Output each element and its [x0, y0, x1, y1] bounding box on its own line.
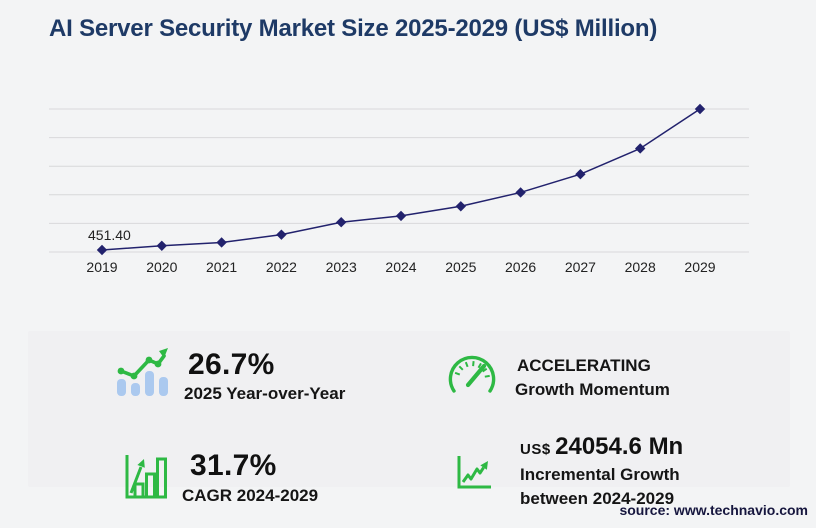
cagr-value: 31.7% [190, 449, 277, 482]
x-axis-label: 2020 [146, 259, 177, 275]
page-title: AI Server Security Market Size 2025-2029… [49, 15, 658, 42]
growth-bars-icon [125, 455, 167, 499]
x-axis-label: 2026 [505, 259, 536, 275]
chart-marker-diamond [455, 201, 466, 212]
yoy-value: 26.7% [188, 348, 275, 381]
axes-zigzag-icon [457, 456, 491, 489]
chart-marker-diamond [694, 103, 706, 115]
gauge-icon [448, 355, 496, 393]
incremental-value: 24054.6 Mn [555, 433, 684, 460]
x-axis-label: 2023 [326, 259, 357, 275]
incremental-currency-prefix: US$ [520, 441, 551, 458]
incremental-label-line1: Incremental Growth [520, 465, 680, 484]
momentum-line2: Growth Momentum [515, 380, 670, 399]
chart-marker-diamond [515, 187, 526, 198]
x-axis-label: 2024 [385, 259, 416, 275]
x-axis-label: 2027 [565, 259, 596, 275]
bar-trend-icon [117, 348, 168, 396]
chart-marker-diamond [635, 143, 646, 154]
x-axis-label: 2029 [684, 259, 715, 275]
x-axis-label: 2022 [266, 259, 297, 275]
source-credit: source: www.technavio.com [619, 502, 808, 518]
incremental-value-row: US$ 24054.6 Mn [520, 435, 683, 459]
chart-series-line [101, 108, 701, 251]
cagr-label: CAGR 2024-2029 [182, 486, 319, 505]
chart-marker-diamond [575, 169, 586, 180]
x-axis-label: 2021 [206, 259, 237, 275]
chart-marker-diamond [336, 217, 347, 228]
chart-marker-diamond [276, 229, 287, 240]
chart-marker-diamond [156, 240, 167, 251]
incremental-label-line2: between 2024-2029 [520, 489, 675, 508]
chart-marker-diamond [216, 237, 227, 248]
first-point-data-label: 451.40 [88, 227, 131, 243]
stats-panel: 26.7% 2025 Year-over-Year ACCELERATING G… [28, 331, 790, 508]
chart-marker-diamond [96, 244, 108, 256]
x-axis-label: 2025 [445, 259, 476, 275]
yoy-label: 2025 Year-over-Year [184, 384, 346, 403]
x-axis-label: 2028 [625, 259, 656, 275]
x-axis-label: 2019 [86, 259, 117, 275]
chart-marker-diamond [395, 210, 407, 222]
momentum-line1: ACCELERATING [517, 356, 651, 375]
market-size-line-chart: 2019 2020 2021 2022 2023 2024 2025 2026 2027 2028… [49, 103, 749, 275]
